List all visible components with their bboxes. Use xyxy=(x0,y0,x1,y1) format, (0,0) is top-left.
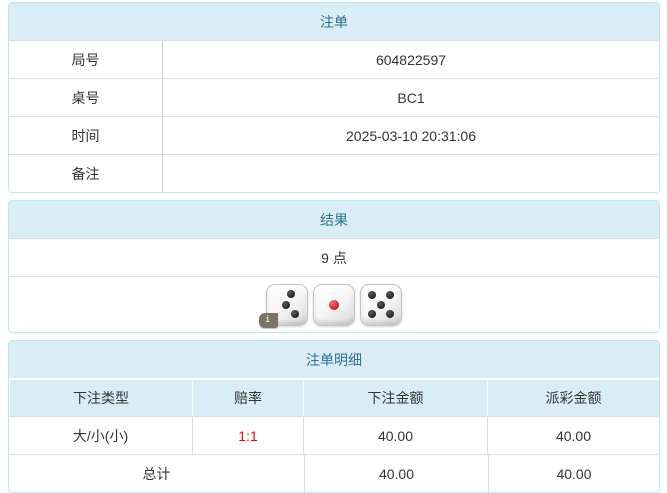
bet-details-total-row: 总计 40.00 40.00 xyxy=(9,454,659,492)
column-header-bet-type: 下注类型 xyxy=(9,380,192,416)
bet-details-panel: 注单明细 下注类型 赔率 下注金额 派彩金额 大/小(小) 1:1 40.00 … xyxy=(8,340,660,493)
die-dot xyxy=(287,290,295,299)
column-header-odds: 赔率 xyxy=(192,380,303,416)
bet-slip-row-remark: 备注 xyxy=(9,154,659,192)
die-dot xyxy=(291,309,299,318)
remark-label: 备注 xyxy=(9,155,163,192)
die-info-badge[interactable]: i xyxy=(259,312,279,328)
die-dot xyxy=(386,310,395,319)
dice-row: i xyxy=(9,276,659,332)
die-face-1 xyxy=(313,283,355,326)
remark-value xyxy=(163,155,659,192)
table-number-value: BC1 xyxy=(397,89,425,106)
total-payout-amount-cell: 40.00 xyxy=(488,455,659,492)
bet-details-title: 注单明细 xyxy=(9,341,659,378)
die-face-5 xyxy=(360,283,402,326)
result-points: 9 点 xyxy=(9,238,659,276)
round-number-value: 604822597 xyxy=(375,51,447,68)
bet-slip-row-time: 时间 2025-03-10 20:31:06 xyxy=(9,116,659,154)
column-header-bet-amount: 下注金额 xyxy=(303,380,487,416)
payout-amount-cell: 40.00 xyxy=(487,417,659,454)
die-dot xyxy=(329,300,339,311)
bet-amount-cell: 40.00 xyxy=(303,417,487,454)
die-dot xyxy=(367,310,376,319)
bet-slip-title: 注单 xyxy=(9,3,659,40)
bet-slip-panel: 注单 局号 604822597 桌号 BC1 时间 2025-03-10 20:… xyxy=(8,2,660,193)
bet-type-cell: 大/小(小) xyxy=(72,427,129,444)
table-number-label: 桌号 xyxy=(9,79,163,116)
bet-details-data-row: 大/小(小) 1:1 40.00 40.00 xyxy=(9,416,659,454)
bet-slip-row-round: 局号 604822597 xyxy=(9,40,659,78)
bet-slip-row-table: 桌号 BC1 xyxy=(9,78,659,116)
bet-details-header-row: 下注类型 赔率 下注金额 派彩金额 xyxy=(9,378,659,416)
die-dot xyxy=(386,290,395,299)
die-dot xyxy=(377,300,385,309)
die-face-3: i xyxy=(259,283,308,328)
result-panel: 结果 9 点 i xyxy=(8,200,660,333)
total-bet-amount-cell: 40.00 xyxy=(304,455,488,492)
time-value: 2025-03-10 20:31:06 xyxy=(346,127,476,144)
die-dot xyxy=(367,290,376,299)
die-dot xyxy=(281,301,290,310)
total-label-cell: 总计 xyxy=(142,465,171,482)
time-label: 时间 xyxy=(9,117,163,154)
column-header-payout-amount: 派彩金额 xyxy=(487,380,659,416)
odds-cell: 1:1 xyxy=(192,417,303,454)
result-title: 结果 xyxy=(9,201,659,238)
round-number-label: 局号 xyxy=(9,41,163,78)
